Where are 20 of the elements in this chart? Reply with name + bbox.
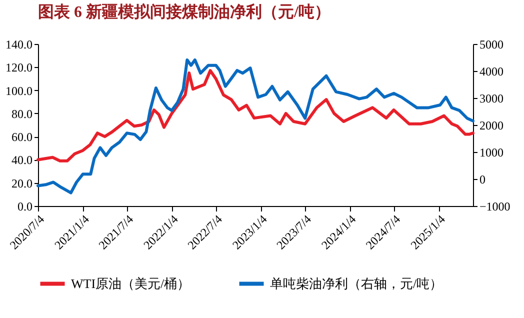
y2-tick-label: 5000	[480, 38, 504, 52]
y-tick-label: 80.0	[12, 106, 32, 121]
y-tick-label: 120.0	[6, 60, 32, 75]
y-tick-label: 100.0	[6, 84, 32, 98]
y2-tick-label: −1000	[480, 200, 510, 214]
line-series	[36, 58, 474, 194]
y2-tick-label: 4000	[480, 64, 504, 78]
y2-tick-label: 0	[480, 172, 486, 186]
legend-label: 单吨柴油净利（右轴，元/吨）	[270, 276, 443, 291]
y-tick-label: 20.0	[12, 176, 32, 190]
y-tick-label: 60.0	[12, 130, 32, 144]
chart-title: 图表 6 新疆模拟间接煤制油净利（元/吨）	[38, 3, 330, 21]
y-tick-label: 140.0	[6, 38, 32, 52]
y2-tick-label: 1000	[480, 146, 504, 160]
legend-label: WTI原油（美元/桶）	[71, 276, 190, 291]
y2-tick-label: 2000	[480, 118, 504, 132]
line-series	[36, 69, 474, 162]
y-tick-label: 0.0	[18, 200, 32, 214]
y2-tick-label: 3000	[480, 92, 504, 106]
y-tick-label: 40.0	[12, 153, 32, 168]
